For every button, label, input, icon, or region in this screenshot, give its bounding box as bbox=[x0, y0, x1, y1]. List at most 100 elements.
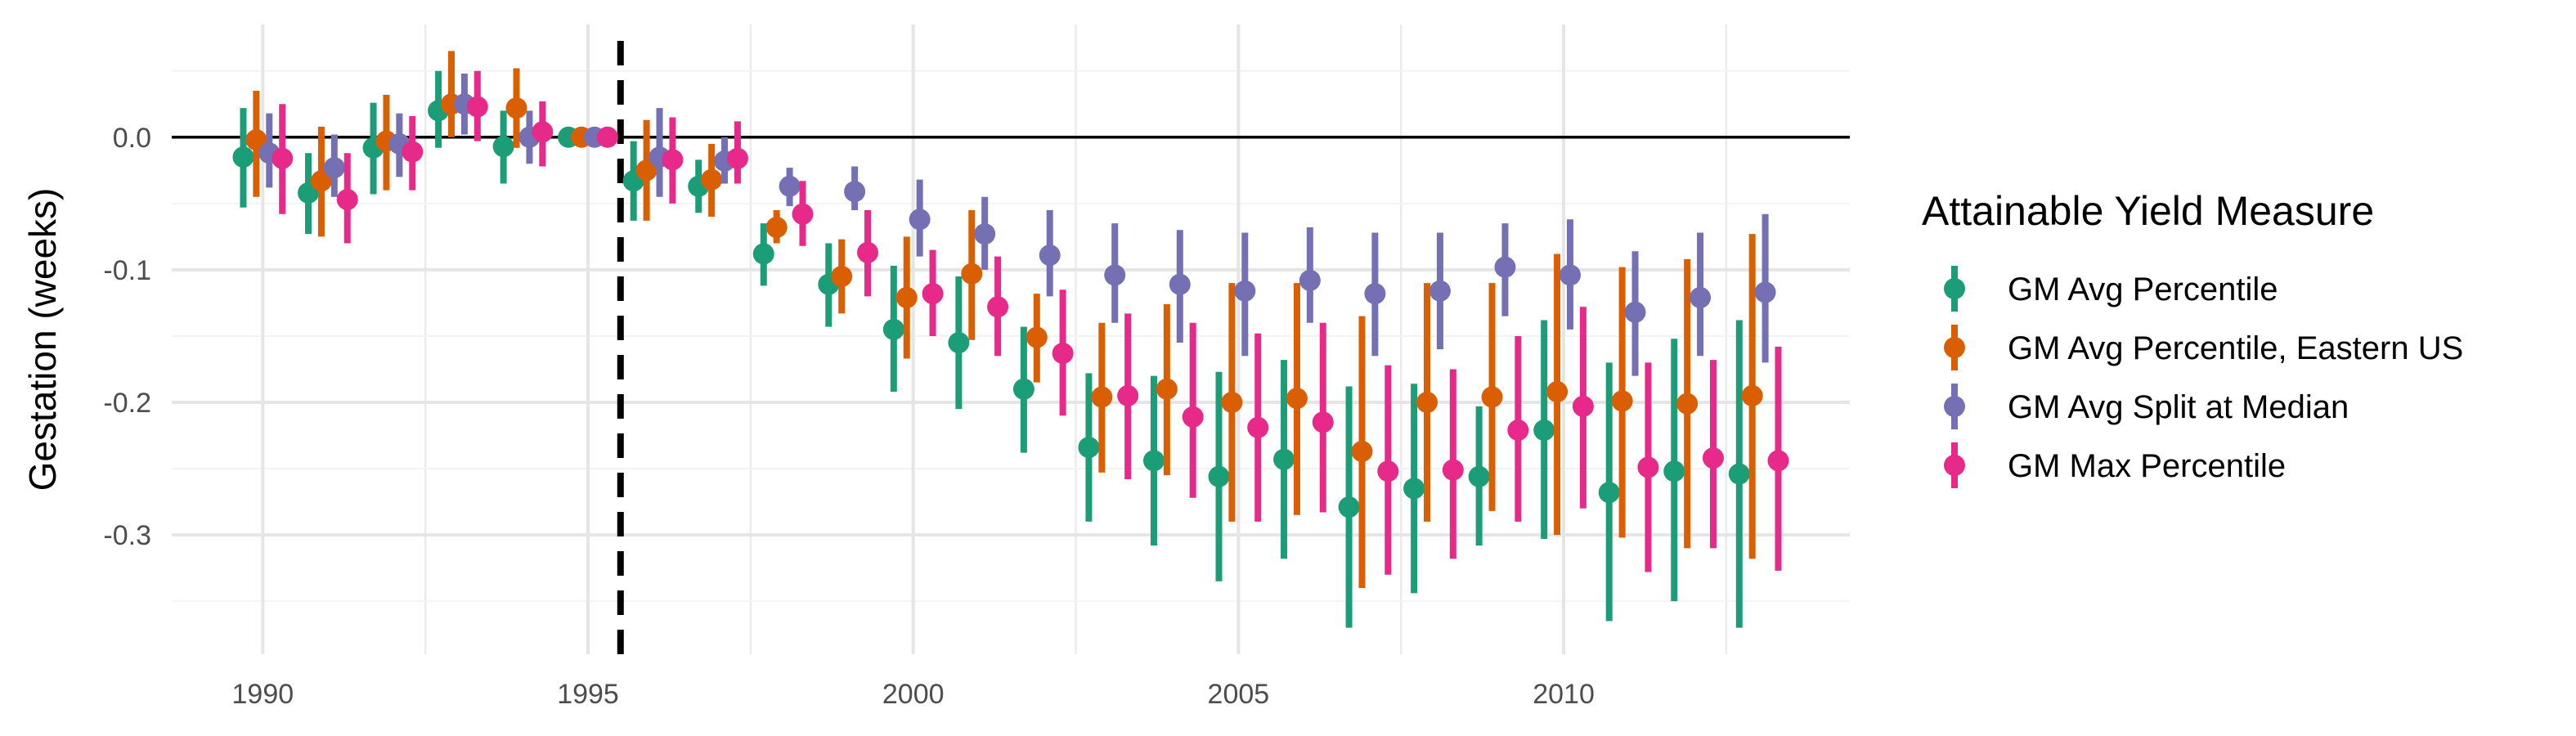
point-estimate bbox=[1702, 447, 1724, 469]
point-estimate bbox=[895, 286, 918, 308]
legend-key-point bbox=[1944, 278, 1965, 299]
point-estimate bbox=[909, 209, 931, 231]
point-estimate bbox=[1416, 392, 1438, 413]
point-estimate bbox=[1533, 420, 1555, 442]
point-estimate bbox=[1142, 450, 1165, 472]
point-estimate bbox=[466, 96, 488, 118]
point-estimate bbox=[1611, 390, 1633, 412]
point-estimate bbox=[1481, 386, 1503, 408]
point-estimate bbox=[844, 181, 866, 203]
point-estimate bbox=[1351, 440, 1373, 462]
point-estimate bbox=[1468, 465, 1490, 487]
legend-label: GM Avg Percentile, Eastern US bbox=[2008, 330, 2463, 366]
x-axis-ticks: 1990 1995 2000 2005 2010 bbox=[232, 679, 1595, 710]
point-estimate bbox=[948, 332, 970, 354]
legend-label: GM Max Percentile bbox=[2008, 448, 2286, 484]
point-estimate bbox=[1025, 326, 1048, 348]
legend-key bbox=[1944, 384, 1965, 429]
point-estimate bbox=[1364, 283, 1386, 305]
y-tick-label: -0.1 bbox=[103, 255, 151, 286]
point-estimate bbox=[974, 223, 996, 245]
point-estimate bbox=[792, 203, 814, 225]
point-estimate bbox=[1338, 496, 1360, 518]
point-estimate bbox=[492, 136, 514, 158]
point-estimate bbox=[1039, 245, 1061, 267]
x-tick-label: 1995 bbox=[557, 679, 619, 710]
point-estimate bbox=[1286, 388, 1308, 410]
point-estimate bbox=[765, 217, 788, 239]
series-gm-max-percentile bbox=[272, 70, 1789, 575]
point-estimate bbox=[1663, 460, 1685, 482]
point-estimate bbox=[532, 121, 554, 143]
point-estimate bbox=[1078, 437, 1100, 459]
point-estimate bbox=[987, 296, 1009, 318]
legend-key bbox=[1944, 325, 1965, 370]
legend-key-point bbox=[1944, 455, 1965, 476]
point-estimate bbox=[726, 147, 748, 169]
point-estimate bbox=[831, 266, 853, 287]
point-estimate bbox=[310, 170, 332, 192]
point-estimate bbox=[336, 188, 358, 210]
point-estimate bbox=[662, 149, 684, 171]
point-estimate bbox=[1234, 280, 1256, 302]
point-estimate bbox=[1377, 460, 1399, 482]
y-tick-label: 0.0 bbox=[113, 123, 151, 154]
point-estimate bbox=[857, 241, 879, 263]
legend-key bbox=[1944, 266, 1965, 312]
reference-lines bbox=[172, 41, 1850, 662]
grid bbox=[172, 25, 1850, 654]
point-estimate bbox=[1560, 264, 1581, 286]
point-estimate bbox=[1494, 256, 1516, 278]
point-estimate bbox=[701, 168, 723, 191]
point-estimate bbox=[1598, 482, 1620, 504]
series-gm-avg-split-at-median bbox=[258, 73, 1776, 376]
point-estimate bbox=[752, 243, 774, 265]
point-estimate bbox=[1637, 456, 1659, 478]
point-estimate bbox=[1247, 416, 1269, 438]
y-tick-label: -0.2 bbox=[103, 388, 151, 419]
point-estimate bbox=[323, 157, 345, 179]
point-estimate bbox=[1403, 478, 1425, 500]
point-estimate bbox=[1728, 463, 1750, 485]
data-marks bbox=[232, 51, 1789, 628]
legend-key-point bbox=[1944, 337, 1965, 358]
legend-title: Attainable Yield Measure bbox=[1922, 188, 2374, 234]
point-estimate bbox=[232, 146, 254, 168]
point-estimate bbox=[922, 283, 944, 305]
point-estimate bbox=[1442, 459, 1464, 481]
x-tick-label: 2000 bbox=[882, 679, 945, 710]
point-estimate bbox=[1182, 406, 1204, 428]
point-estimate bbox=[961, 263, 983, 285]
point-estimate bbox=[1507, 420, 1529, 442]
point-estimate bbox=[1221, 392, 1243, 413]
y-tick-label: -0.3 bbox=[103, 520, 151, 551]
legend-label: GM Avg Split at Median bbox=[2008, 389, 2349, 425]
point-estimate bbox=[505, 97, 527, 119]
y-axis-ticks: 0.0 -0.1 -0.2 -0.3 bbox=[103, 123, 151, 551]
point-estimate bbox=[1117, 384, 1139, 406]
point-estimate bbox=[1299, 269, 1321, 291]
point-estimate bbox=[1741, 384, 1763, 406]
legend-label: GM Avg Percentile bbox=[2008, 272, 2278, 307]
x-tick-label: 2005 bbox=[1208, 679, 1270, 710]
point-estimate bbox=[1104, 264, 1126, 286]
point-estimate bbox=[1429, 280, 1451, 302]
point-estimate bbox=[245, 129, 267, 151]
legend-key bbox=[1944, 442, 1965, 488]
x-tick-label: 1990 bbox=[232, 679, 294, 710]
point-estimate bbox=[1091, 386, 1113, 408]
point-estimate bbox=[1169, 273, 1191, 295]
point-estimate bbox=[1572, 395, 1594, 417]
point-estimate bbox=[779, 175, 801, 197]
point-estimate bbox=[1273, 448, 1295, 470]
point-estimate bbox=[1754, 281, 1776, 303]
point-estimate bbox=[882, 318, 904, 340]
series-gm-avg-percentile bbox=[232, 70, 1750, 628]
point-estimate bbox=[635, 159, 657, 182]
point-estimate bbox=[596, 126, 618, 148]
point-estimate bbox=[1208, 465, 1230, 487]
point-estimate bbox=[1546, 381, 1568, 403]
point-estimate bbox=[1052, 343, 1074, 365]
point-estimate bbox=[1012, 378, 1034, 400]
point-estimate bbox=[1690, 286, 1712, 308]
